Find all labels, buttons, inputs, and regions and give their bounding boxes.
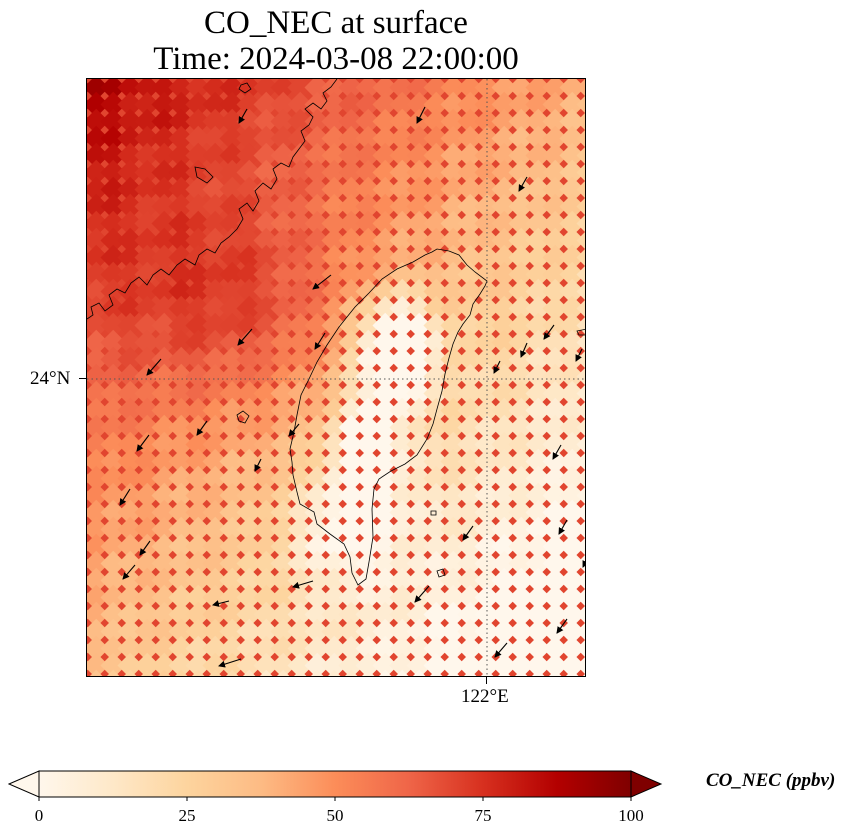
wind-arrow — [414, 585, 430, 603]
colorbar-tick-label: 75 — [474, 806, 492, 825]
island-1 — [236, 410, 250, 424]
colorbar-extend-high — [630, 770, 663, 798]
wind-arrow — [416, 106, 426, 124]
taiwan-coastline — [289, 248, 488, 586]
lat-tick-label: 24°N — [30, 368, 71, 389]
island-3 — [430, 510, 437, 516]
colorbar — [8, 770, 663, 801]
wind-arrow — [558, 519, 568, 535]
map-title: CO_NEC at surface — [204, 5, 468, 41]
gridlines — [87, 79, 585, 676]
wind-vectors — [119, 106, 585, 668]
wind-arrow — [254, 458, 262, 472]
mainland-coastline — [87, 79, 338, 320]
wind-arrow — [136, 434, 150, 452]
colorbar-tick-label: 100 — [618, 806, 644, 825]
island-2 — [436, 568, 446, 578]
wind-arrow — [314, 332, 326, 350]
wind-arrow — [543, 324, 555, 340]
wind-arrow — [462, 525, 474, 541]
wind-arrow — [493, 360, 501, 374]
lat-tick-mark — [79, 378, 86, 379]
map-time-subtitle: Time: 2024-03-08 22:00:00 — [153, 41, 519, 77]
lon-tick-mark — [486, 677, 487, 684]
wind-arrow — [146, 358, 162, 376]
coastlines — [87, 79, 585, 586]
wind-arrow — [196, 420, 208, 436]
co-concentration-field — [87, 79, 585, 676]
lon-tick-label: 122°E — [461, 686, 509, 707]
colorbar-tick-label: 50 — [326, 806, 344, 825]
wind-arrow — [582, 560, 585, 568]
wind-arrow — [288, 423, 300, 437]
colorbar-tick-label: 25 — [178, 806, 196, 825]
colorbar-tick-label: 0 — [34, 806, 44, 825]
island-5 — [194, 166, 214, 184]
map-panel — [86, 78, 586, 677]
island-4 — [238, 82, 252, 94]
wind-arrow — [212, 600, 230, 607]
wind-arrow — [575, 348, 583, 362]
colorbar-label: CO_NEC (ppbv) — [706, 770, 836, 791]
wind-arrow — [552, 444, 562, 460]
wind-arrow — [292, 580, 314, 589]
wind-arrow — [556, 618, 568, 634]
wind-arrow — [119, 488, 131, 506]
wind-arrow — [518, 176, 528, 192]
wind-arrow — [218, 658, 242, 668]
wind-arrow — [312, 274, 332, 290]
wind-arrow — [520, 342, 528, 358]
map-canvas — [87, 79, 585, 676]
colorbar-gradient — [38, 770, 632, 798]
wind-arrow — [122, 564, 136, 580]
wind-arrow — [237, 328, 253, 346]
colorbar-extend-low — [8, 770, 40, 798]
wind-arrow — [494, 642, 508, 658]
wind-arrow — [139, 540, 151, 556]
wind-arrow — [238, 108, 248, 124]
island-6 — [576, 328, 585, 336]
